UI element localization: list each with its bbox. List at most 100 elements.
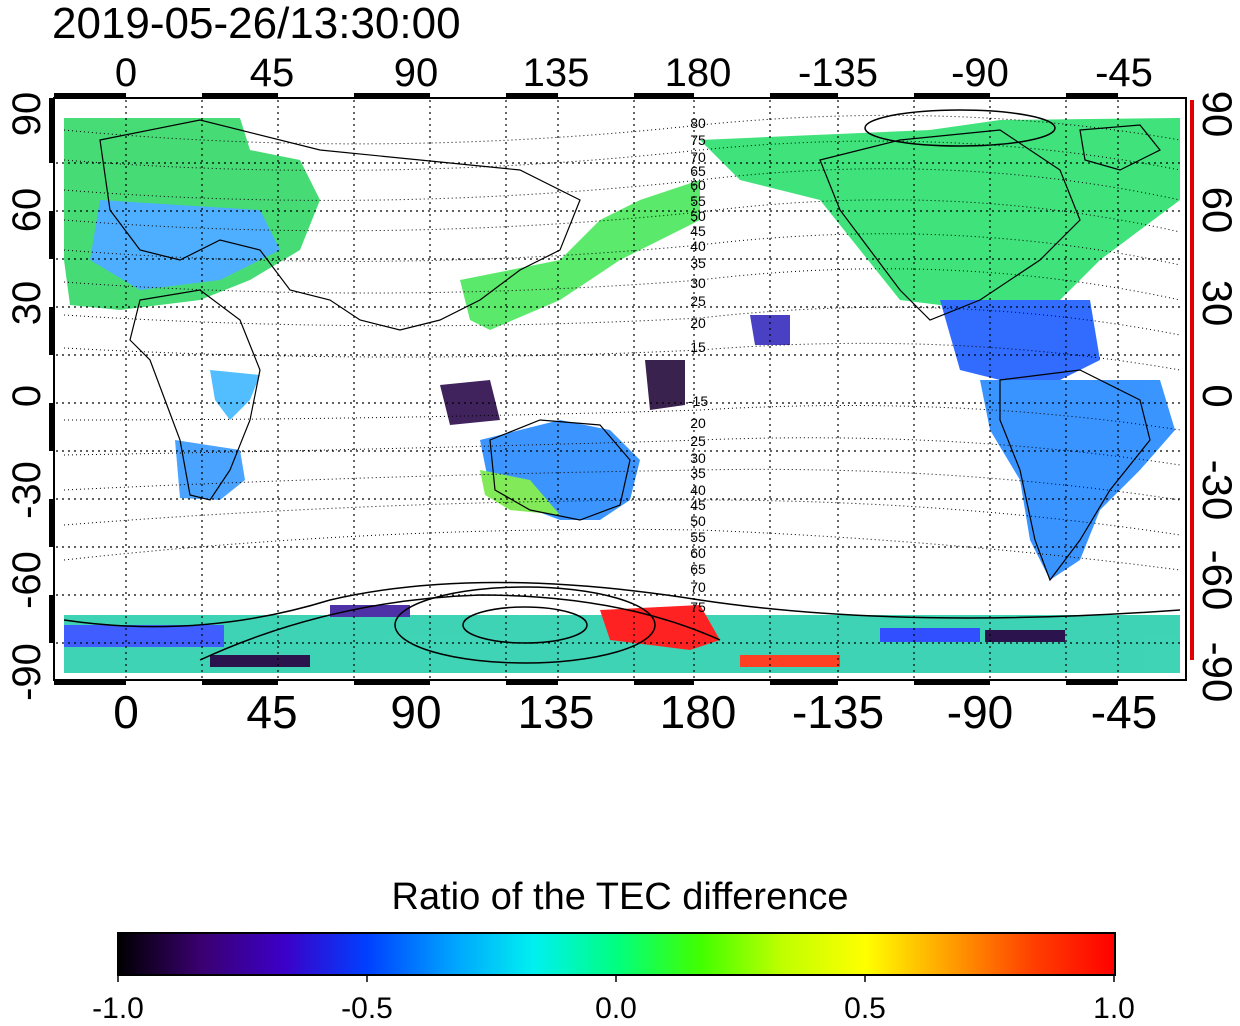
lon-tick-top: 135	[523, 51, 590, 95]
tec-band-antarctic-blue	[64, 625, 224, 647]
lat-tick-right: 0	[1194, 384, 1240, 407]
lon-tick-top: -45	[1095, 51, 1153, 95]
contour-labels-south: -15 20 25 30 35 40 45 50 55 60 65 70 75	[688, 393, 708, 615]
lat-tick-right: 90	[1194, 91, 1240, 138]
colorbar-gradient	[117, 932, 1116, 976]
contour-label-south: 55	[690, 529, 706, 545]
tec-patch-namerica	[700, 118, 1180, 310]
lat-tick-left: -30	[5, 461, 49, 519]
lat-tick-left: 60	[5, 188, 49, 233]
tec-patch-africa	[210, 370, 260, 420]
contour-label-north: 55	[690, 193, 706, 209]
lat-ticks-left: 90 60 30 0 -30 -60 -90	[5, 92, 49, 701]
lon-ticks-top: 0 45 90 135 180 -135 -90 -45	[115, 51, 1153, 95]
lon-tick-top: 0	[115, 51, 137, 95]
lon-tick-bottom: -45	[1091, 686, 1157, 738]
contour-label-south: 65	[690, 561, 706, 577]
colorbar-title: Ratio of the TEC difference	[391, 876, 849, 918]
contour-label-south: 50	[690, 513, 706, 529]
contour-label-north: 15	[690, 339, 706, 355]
tec-band-antarctic-red2	[740, 655, 840, 667]
lat-tick-right: 60	[1194, 187, 1240, 234]
lon-tick-top: 180	[665, 51, 732, 95]
contour-label-north: 80	[690, 115, 706, 131]
contour-label-north: 65	[690, 163, 706, 179]
lon-tick-bottom: 180	[660, 686, 737, 738]
contour-label-south: 70	[690, 579, 706, 595]
coastline-australia	[489, 419, 631, 521]
lat-tick-left: -60	[5, 551, 49, 609]
colorbar-tick-label: 1.0	[1093, 992, 1135, 1025]
coastline-south-america	[999, 369, 1151, 582]
lat-ticks-right: 90 60 30 0 -30 -60 -90	[1194, 91, 1240, 703]
lat-tick-right: -30	[1194, 460, 1240, 521]
lon-tick-bottom: 0	[113, 686, 139, 738]
contour-label-north: 70	[690, 149, 706, 165]
contour-label-north: 20	[690, 315, 706, 331]
tec-patch-pacific-dark	[645, 360, 685, 410]
tec-patch-samerica	[980, 380, 1175, 580]
contour-label-north: 75	[690, 132, 706, 148]
contour-label-north: 50	[690, 208, 706, 224]
lon-tick-top: 90	[394, 51, 439, 95]
contour-label-north: 25	[690, 293, 706, 309]
frame-ruler-left	[49, 98, 55, 643]
lon-tick-bottom: -90	[947, 686, 1013, 738]
lon-tick-bottom: 90	[390, 686, 441, 738]
timestamp-title: 2019-05-26/13:30:00	[52, 0, 461, 48]
colorbar-tick-label: -0.5	[341, 992, 393, 1025]
contour-label-north: 45	[690, 223, 706, 239]
contour-label-north: 60	[690, 177, 706, 193]
contour-label-north: 35	[690, 255, 706, 271]
frame-ruler-bottom	[54, 679, 1118, 685]
magnetic-latitude-contours	[63, 114, 1181, 571]
tec-band-antarctic-dark	[985, 630, 1065, 642]
tec-patch-europe-blue	[90, 200, 280, 290]
tec-band-antarctic-blue2	[880, 628, 980, 642]
tec-patch-antarctic-red	[600, 605, 720, 650]
lat-tick-left: 90	[5, 92, 49, 137]
coastline-eurasia	[99, 119, 581, 331]
lat-tick-right: 30	[1194, 280, 1240, 327]
lon-tick-top: -135	[798, 51, 878, 95]
antarctic-contours	[63, 109, 1181, 664]
contour-label-north: 40	[690, 238, 706, 254]
contour-label-south: 35	[690, 465, 706, 481]
tec-data-patches	[64, 118, 1180, 673]
contour-label-south: -15	[688, 393, 708, 409]
coastline-greenland	[1079, 124, 1161, 171]
tec-patch-australia-green	[480, 470, 560, 515]
colorbar-ticks	[117, 975, 1115, 982]
map-grid	[56, 100, 1184, 678]
contour-labels-north: 80 75 70 65 60 55 50 45 40 35 30 25 20 1…	[690, 115, 706, 355]
contour-label-south: 75	[690, 599, 706, 615]
coastline-africa	[129, 289, 261, 501]
contour-label-south: 40	[690, 482, 706, 498]
colorbar-tick-label: 0.0	[595, 992, 637, 1025]
contour-label-south: 20	[690, 415, 706, 431]
tec-band-antarctic-purple	[210, 655, 310, 667]
tec-patch-southern-africa	[175, 440, 245, 500]
contour-label-south: 60	[690, 545, 706, 561]
lon-tick-bottom: -135	[792, 686, 884, 738]
contour-label-south: 30	[690, 450, 706, 466]
lat-tick-left: 0	[5, 385, 49, 407]
coastline-north-america	[819, 129, 1081, 321]
colorbar-tick-label: 0.5	[844, 992, 886, 1025]
lat-tick-right: -60	[1194, 550, 1240, 611]
tec-patch-south-purple	[330, 605, 410, 617]
coastlines	[99, 119, 1161, 582]
frame-ruler-top	[54, 93, 1118, 99]
lon-tick-top: -90	[951, 51, 1009, 95]
lon-ticks-bottom: 0 45 90 135 180 -135 -90 -45	[113, 686, 1157, 738]
contour-label-south: 25	[690, 433, 706, 449]
lon-tick-bottom: 45	[246, 686, 297, 738]
lat-tick-right: -90	[1194, 642, 1240, 703]
colorbar-tick-label: -1.0	[92, 992, 144, 1025]
lon-tick-bottom: 135	[518, 686, 595, 738]
lon-tick-top: 45	[250, 51, 295, 95]
lat-tick-left: 30	[5, 281, 49, 326]
contour-label-south: 45	[690, 497, 706, 513]
contour-label-north: 30	[690, 275, 706, 291]
